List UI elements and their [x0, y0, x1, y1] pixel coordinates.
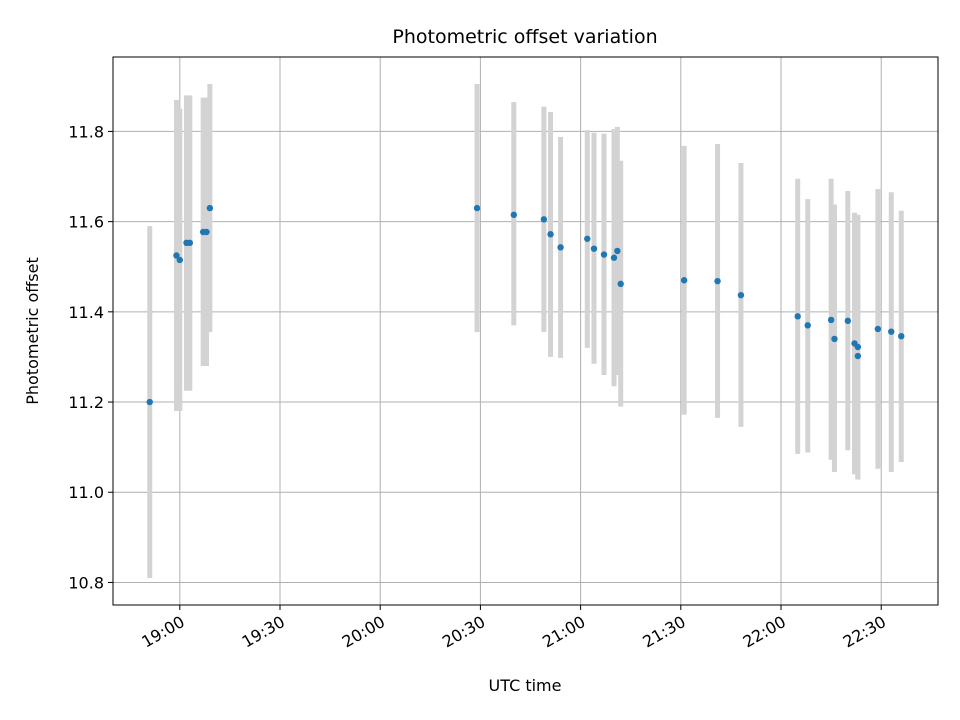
y-tick-label: 10.8 — [68, 573, 104, 592]
x-axis-label: UTC time — [489, 676, 562, 695]
data-point — [186, 239, 194, 247]
data-point — [794, 313, 801, 320]
data-point — [590, 245, 598, 252]
x-tick-label: 20:30 — [439, 612, 488, 652]
data-point — [547, 231, 554, 238]
data-point — [146, 398, 153, 406]
y-tick-label: 11.8 — [68, 122, 104, 141]
data-point — [854, 352, 862, 360]
x-tick-label: 22:00 — [740, 612, 789, 652]
point-layer — [146, 204, 905, 406]
data-point — [610, 254, 618, 261]
grid-layer — [113, 57, 938, 605]
errorbar-layer — [147, 84, 904, 578]
data-point — [614, 247, 621, 255]
data-point — [600, 251, 608, 258]
data-point — [874, 325, 882, 333]
data-point — [844, 317, 852, 325]
data-point — [206, 204, 214, 212]
x-tick-layer: 19:00 19:30 20:00 20:30 21:00 21:30 22:00 22:30 — [138, 605, 889, 652]
data-point — [173, 252, 180, 259]
y-tick-label: 11.2 — [68, 393, 104, 412]
x-tick-label: 20:00 — [339, 612, 388, 652]
data-point — [831, 335, 838, 343]
data-point — [557, 244, 564, 251]
chart-title: Photometric offset variation — [392, 26, 657, 48]
data-point — [737, 291, 745, 299]
plot-frame — [112, 56, 939, 606]
y-axis-label: Photometric offset — [23, 257, 42, 405]
data-point — [540, 216, 548, 223]
x-tick-label: 22:30 — [840, 612, 889, 652]
data-point — [898, 332, 905, 340]
x-tick-label: 21:00 — [539, 612, 588, 652]
data-point — [176, 256, 184, 264]
data-point — [714, 277, 721, 285]
data-point — [617, 280, 624, 288]
data-point — [680, 277, 688, 284]
data-point — [510, 211, 518, 219]
data-point — [584, 235, 591, 242]
x-tick-label: 19:30 — [239, 612, 288, 652]
data-point — [827, 316, 835, 324]
data-point — [888, 328, 895, 335]
data-point — [203, 228, 210, 236]
x-tick-label: 21:30 — [639, 612, 688, 652]
y-tick-label: 11.6 — [68, 213, 104, 232]
y-tick-label: 11.0 — [68, 483, 104, 502]
x-tick-label: 19:00 — [138, 612, 187, 652]
y-tick-layer: 10.8 11.0 11.2 11.4 11.6 11.8 — [68, 122, 113, 592]
data-point — [473, 204, 481, 212]
data-point — [854, 343, 862, 351]
y-tick-label: 11.4 — [68, 303, 104, 322]
data-point — [804, 322, 811, 329]
